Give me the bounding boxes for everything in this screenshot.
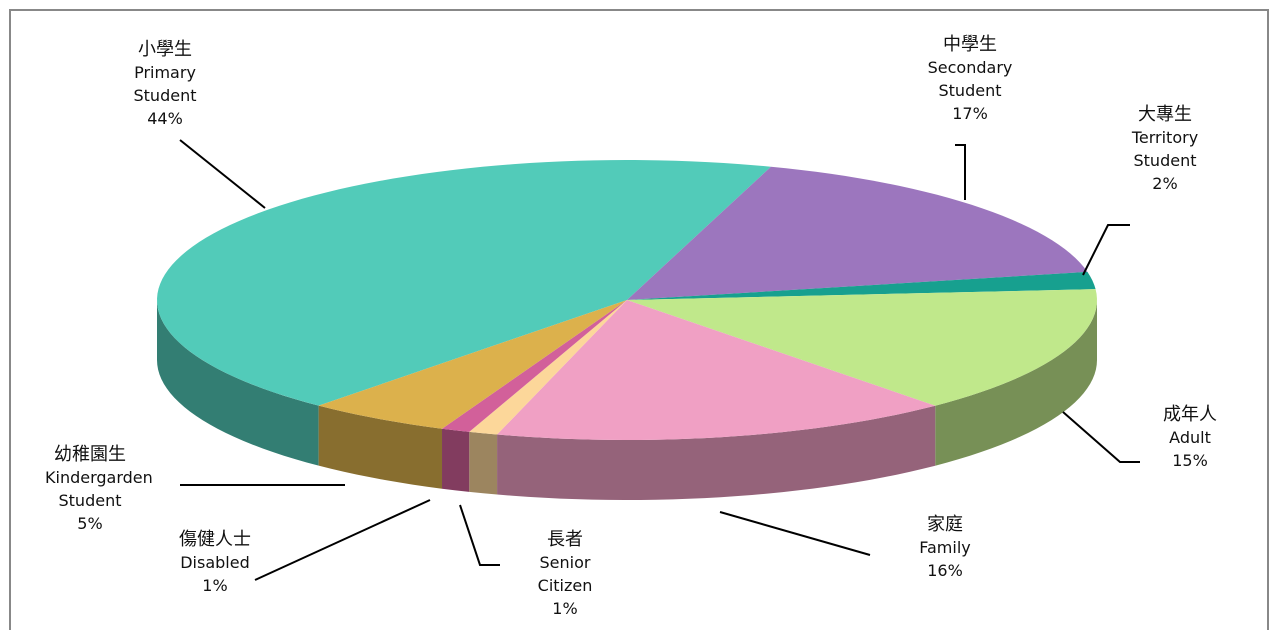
slice [627,166,1088,300]
value-label: 44% [147,109,183,128]
leader-line [179,139,266,209]
label-en: Kindergarden Student [45,468,153,510]
value-label: 15% [1172,451,1208,470]
slice [627,271,1096,300]
value-label: 1% [202,576,228,595]
slice-side [935,300,1097,466]
slice [469,300,627,435]
slice-label: 家庭 Family 16% [860,513,1030,582]
label-en: Primary Student [133,63,197,105]
slice [627,289,1097,406]
slice-label: 小學生 Primary Student 44% [80,38,250,130]
label-zh: 小學生 [138,39,192,60]
slice [157,160,771,406]
slice-label: 大專生 Territory Student 2% [1080,103,1250,195]
value-label: 2% [1152,174,1178,193]
slice-label: 成年人 Adult 15% [1105,403,1275,472]
label-zh: 長者 [547,529,583,550]
slice-side [497,405,936,500]
slice-label: 傷健人士 Disabled 1% [130,528,300,597]
slice [318,300,627,429]
label-zh: 中學生 [943,34,997,55]
slice-label: 長者 Senior Citizen 1% [480,528,650,620]
value-label: 5% [77,514,103,533]
slice-label: 中學生 Secondary Student 17% [885,33,1055,125]
leader-line [955,144,966,200]
slice-label: 幼稚園生 Kindergarden Student 5% [5,443,175,535]
frame [9,9,1269,630]
slice [442,300,627,432]
slice-side [157,300,319,466]
slice-side [318,405,443,489]
label-en: Senior Citizen [537,553,593,595]
leader-line [254,499,431,581]
label-en: Disabled [180,553,250,572]
slice-side [469,431,498,495]
label-zh: 幼稚園生 [54,444,126,465]
leader-line [719,511,871,556]
slice-side [442,428,470,492]
label-en: Adult [1169,428,1211,447]
value-label: 1% [552,599,578,618]
value-label: 17% [952,104,988,123]
label-zh: 成年人 [1163,404,1217,425]
slice [497,300,936,440]
leader-line [1082,224,1130,276]
label-en: Family [919,538,971,557]
label-zh: 大專生 [1138,104,1192,125]
label-en: Secondary Student [927,58,1013,100]
label-en: Territory Student [1131,128,1199,170]
value-label: 16% [927,561,963,580]
label-zh: 家庭 [927,514,963,535]
label-zh: 傷健人士 [179,529,251,550]
leader-line [459,504,500,566]
leader-line [1062,411,1140,463]
